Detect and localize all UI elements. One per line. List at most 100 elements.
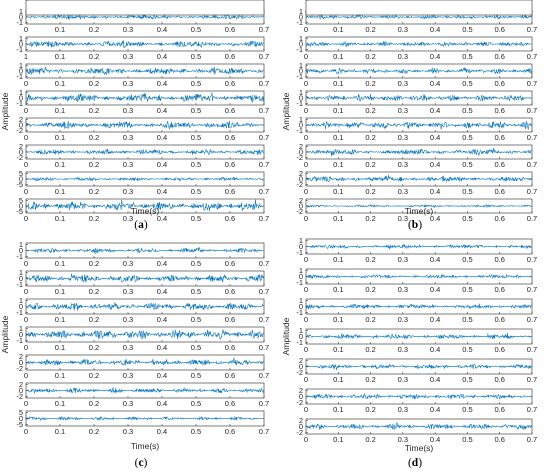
y-tick-label: 1	[299, 88, 303, 97]
x-tick-label: 0.2	[365, 106, 375, 115]
x-tick-label: 0.4	[430, 52, 440, 61]
x-tick-label: 0.7	[259, 315, 269, 324]
x-tick-label: 0.6	[225, 160, 235, 169]
x-tick-label: 0.4	[430, 315, 440, 324]
y-tick-label: -1	[16, 72, 23, 81]
x-tick-label: 0.7	[527, 133, 537, 142]
y-tick-label: 0	[19, 148, 23, 157]
x-tick-label: 0.2	[365, 25, 375, 34]
signal-trace	[26, 40, 264, 48]
signal-trace	[26, 66, 264, 76]
x-tick-label: 0.4	[157, 0, 167, 2]
signal-trace	[306, 120, 532, 130]
y-tick-label: 0	[299, 272, 303, 281]
x-tick-label: 0.1	[55, 133, 65, 142]
x-tick-label: 0.3	[123, 160, 133, 169]
x-tick-label: 0.5	[462, 315, 472, 324]
x-tick-label: 0.4	[430, 405, 440, 414]
x-tick-label: 0.7	[259, 52, 269, 61]
x-tick-label: 0.5	[462, 106, 472, 115]
x-axis-label: Time(s)	[405, 443, 434, 453]
x-tick-label: 0.3	[123, 0, 133, 2]
x-tick-label: 0.4	[157, 371, 167, 380]
x-axis-label: Time(s)	[131, 206, 160, 216]
x-tick-label: 0.3	[398, 285, 408, 294]
y-tick-label: 0	[299, 13, 303, 22]
x-tick-label: 0.2	[89, 160, 99, 169]
x-tick-label: 0.6	[225, 187, 235, 196]
x-tick-label: 0.1	[333, 106, 343, 115]
x-tick-label: 0.6	[225, 79, 235, 88]
x-tick-label: 0.1	[333, 345, 343, 354]
y-tick-label: 1	[299, 296, 303, 305]
x-tick-label: 0.4	[430, 375, 440, 384]
x-tick-label: 0.6	[225, 133, 235, 142]
y-tick-label: 1	[299, 326, 303, 335]
x-tick-label: 0.2	[89, 133, 99, 142]
y-tick-label: -1	[296, 308, 303, 317]
x-tick-label: 0.6	[225, 427, 235, 436]
y-axis-label: Amplitude	[281, 92, 291, 130]
x-tick-label: 0.3	[398, 315, 408, 324]
x-tick-label: 0.7	[259, 79, 269, 88]
panel-label: (b)	[408, 219, 422, 231]
x-tick-label: 0.5	[191, 160, 201, 169]
x-tick-label: 0.6	[494, 345, 504, 354]
x-tick-label: 0	[304, 79, 308, 88]
y-tick-label: -2	[16, 153, 23, 162]
y-tick-label: 0	[19, 94, 23, 103]
x-tick-label: 0.6	[494, 106, 504, 115]
x-tick-label: 0.7	[259, 371, 269, 380]
x-tick-label: 0.2	[89, 371, 99, 380]
x-tick-label: 0.4	[430, 255, 440, 264]
x-tick-label: 0.4	[157, 160, 167, 169]
x-tick-label: 0.2	[89, 52, 99, 61]
x-tick-label: 0.3	[123, 427, 133, 436]
y-tick-label: 0	[19, 175, 23, 184]
x-tick-label: 0.3	[123, 399, 133, 408]
y-tick-label: -1	[16, 45, 23, 54]
x-tick-label: 0.7	[527, 375, 537, 384]
x-tick-label: 0.3	[123, 259, 133, 268]
x-tick-label: 0.4	[157, 79, 167, 88]
y-tick-label: -1	[16, 280, 23, 289]
y-tick-label: -1	[296, 278, 303, 287]
x-tick-label: 0	[304, 435, 308, 444]
x-tick-label: 0.5	[191, 315, 201, 324]
x-tick-label: 0.7	[259, 343, 269, 352]
signal-trace	[26, 199, 264, 212]
x-tick-label: 0.2	[365, 435, 375, 444]
y-tick-label: 1	[19, 240, 23, 249]
x-tick-label: 0.4	[430, 285, 440, 294]
x-tick-label: 0.7	[527, 25, 537, 34]
y-tick-label: 0	[299, 332, 303, 341]
x-tick-label: 0	[304, 255, 308, 264]
x-tick-label: 0.4	[157, 214, 167, 223]
y-tick-label: 1	[299, 34, 303, 43]
x-tick-label: 0.2	[89, 259, 99, 268]
signal-trace	[306, 332, 532, 340]
y-tick-label: 0	[299, 422, 303, 431]
x-tick-label: 0.1	[55, 52, 65, 61]
x-tick-label: 0.7	[259, 259, 269, 268]
x-tick-label: 0.3	[398, 405, 408, 414]
x-tick-label: 0.2	[365, 375, 375, 384]
x-tick-label: 0.6	[494, 52, 504, 61]
y-tick-label: -1	[296, 72, 303, 81]
x-tick-label: 0.1	[333, 255, 343, 264]
y-tick-label: 2	[299, 169, 303, 178]
x-tick-label: 0.5	[191, 214, 201, 223]
x-tick-label: 0	[304, 285, 308, 294]
subplot-frame	[305, 0, 533, 16]
x-tick-label: 0.5	[462, 214, 472, 223]
x-tick-label: 0.3	[123, 343, 133, 352]
y-tick-label: -1	[16, 308, 23, 317]
y-tick-label: 0	[19, 202, 23, 211]
subplot-frame	[25, 354, 265, 371]
y-tick-label: 0	[19, 0, 23, 2]
x-tick-label: 0.1	[333, 0, 343, 2]
signal-trace	[26, 387, 264, 394]
x-tick-label: 0.7	[527, 106, 537, 115]
y-axis-label: Amplitude	[0, 92, 10, 130]
